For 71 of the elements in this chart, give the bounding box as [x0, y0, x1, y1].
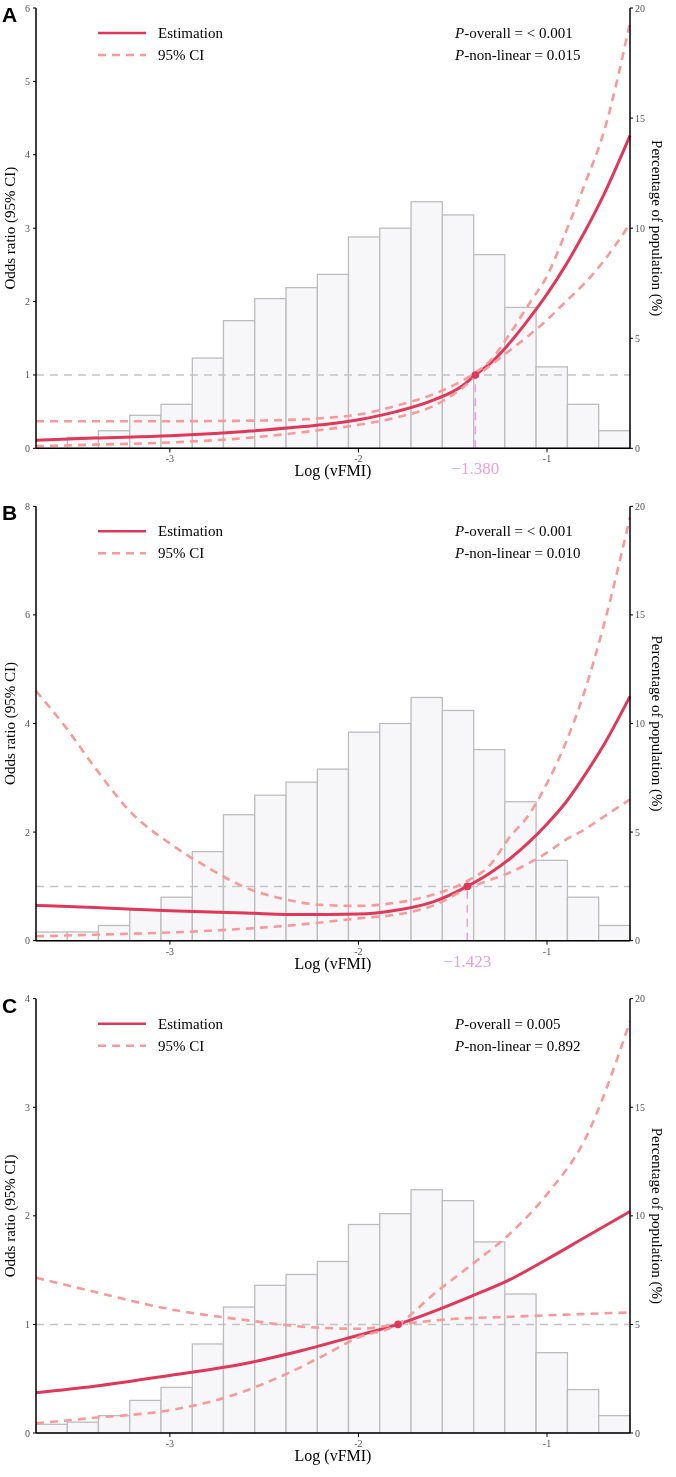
- y-tick-label: 0: [25, 1427, 30, 1439]
- annotation: P-non-linear = 0.015: [454, 47, 581, 63]
- line-series: [34, 134, 632, 442]
- annotation: P-non-linear = 0.892: [454, 1037, 581, 1054]
- y-tick-label: 5: [25, 75, 30, 87]
- y-tick-label: 3: [25, 222, 30, 234]
- y2-tick-label: 15: [635, 609, 645, 621]
- chart-title: C: [2, 993, 18, 1017]
- y2-tick-label: 15: [635, 1101, 645, 1113]
- y2-tick-label: 0: [635, 442, 640, 454]
- annotation: P-overall = < 0.001: [454, 523, 573, 540]
- line-series: [34, 1209, 632, 1395]
- y2-tick-label: 0: [635, 935, 640, 947]
- y2-tick-label: 15: [635, 112, 645, 124]
- y-axis-title: Odds ratio (95% CI): [2, 1154, 19, 1278]
- y-axis-title: Odds ratio (95% CI): [2, 166, 19, 290]
- y2-tick-label: 0: [635, 1427, 640, 1439]
- annotation: P-non-linear = 0.010: [454, 545, 581, 562]
- x-tick-label: -2: [354, 453, 363, 465]
- line-series: [34, 694, 632, 917]
- line-series: [34, 515, 632, 908]
- y2-axis-title: Percentage of population (%): [648, 635, 665, 812]
- y2-tick-label: 20: [635, 2, 645, 14]
- legend-label: 95% CI: [158, 1037, 205, 1054]
- y-tick-label: 0: [25, 935, 30, 947]
- y-tick-label: 3: [25, 1101, 30, 1113]
- y2-tick-label: 10: [635, 222, 645, 234]
- annotation: P-overall = 0.005: [454, 1015, 561, 1032]
- y-tick-label: 2: [25, 1210, 30, 1222]
- y2-tick-label: 5: [635, 826, 640, 838]
- legend-label: Estimation: [158, 25, 224, 41]
- y2-axis-title: Percentage of population (%): [648, 1127, 665, 1304]
- y2-tick-label: 5: [635, 332, 640, 344]
- x-axis-title: Log (vFMI): [294, 462, 372, 481]
- x-tick-label: -2: [354, 945, 363, 957]
- y-axis-title: Odds ratio (95% CI): [2, 662, 19, 785]
- annotation: P-overall = < 0.001: [454, 25, 573, 41]
- legend-label: 95% CI: [158, 47, 205, 63]
- x-axis-title: Log (vFMI): [294, 954, 372, 973]
- y-tick-label: 0: [25, 442, 30, 454]
- x-tick-label: -2: [354, 1438, 363, 1449]
- y-tick-label: 2: [25, 826, 30, 838]
- ref-line-label: −1.423: [443, 951, 492, 971]
- chart-title: A: [2, 3, 18, 26]
- y2-tick-label: 10: [635, 1210, 645, 1222]
- y-tick-label: 4: [25, 993, 30, 1005]
- y-tick-label: 6: [25, 2, 30, 14]
- x-tick-label: -1: [542, 945, 552, 957]
- x-tick-label: -3: [165, 453, 175, 465]
- chart-title: B: [2, 501, 18, 525]
- y2-tick-label: 10: [635, 718, 645, 729]
- legend-label: Estimation: [158, 1015, 224, 1032]
- x-tick-label: -1: [542, 1438, 552, 1449]
- ref-line-label: −1.380: [451, 459, 500, 479]
- legend-label: 95% CI: [158, 545, 205, 562]
- y2-tick-label: 20: [635, 993, 645, 1005]
- legend-label: Estimation: [158, 523, 224, 540]
- x-tick-label: -3: [165, 1438, 175, 1449]
- y-tick-label: 4: [25, 718, 30, 729]
- y-tick-label: 1: [25, 369, 30, 381]
- y-tick-label: 6: [25, 609, 30, 621]
- y-tick-label: 2: [25, 296, 30, 308]
- y-tick-label: 4: [25, 149, 30, 161]
- y2-axis-title: Percentage of population (%): [648, 140, 665, 317]
- x-axis-title: Log (vFMI): [294, 1447, 372, 1465]
- x-tick-label: -1: [542, 453, 552, 465]
- y2-tick-label: 20: [635, 500, 645, 512]
- y2-tick-label: 5: [635, 1318, 640, 1330]
- y-tick-label: 1: [25, 1318, 30, 1330]
- x-tick-label: -3: [165, 945, 175, 957]
- y-tick-label: 8: [25, 500, 30, 512]
